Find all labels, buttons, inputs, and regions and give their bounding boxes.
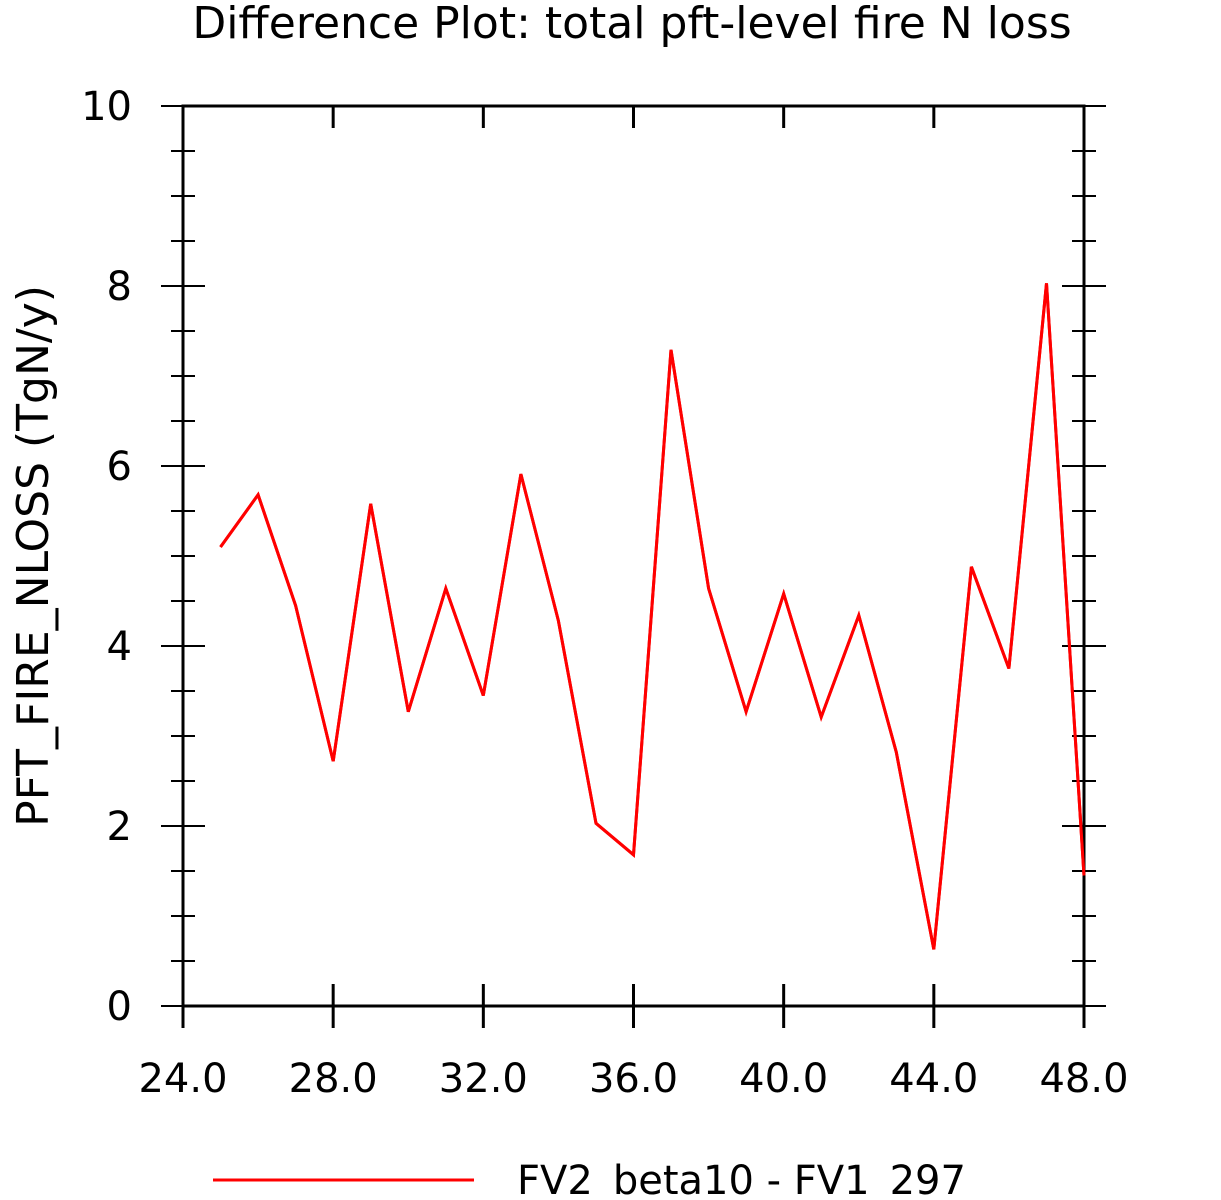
x-tick-label: 28.0 <box>289 1056 378 1102</box>
series-line-top-0 <box>219 283 1086 950</box>
y-tick-label: 6 <box>107 444 132 490</box>
x-tick-label: 44.0 <box>889 1056 978 1102</box>
plot-frame <box>181 104 1086 1008</box>
x-tick-label: 32.0 <box>439 1056 528 1102</box>
y-tick-label: 0 <box>107 984 132 1030</box>
legend-label: FV2_beta10 - FV1_297 <box>517 1158 966 1200</box>
x-tick-label: 48.0 <box>1039 1056 1128 1102</box>
y-axis-label: PFT_FIRE_NLOSS (TgN/y) <box>8 285 59 827</box>
y-tick-label: 2 <box>107 804 132 850</box>
x-tick-label: 36.0 <box>589 1056 678 1102</box>
y-tick-label: 8 <box>107 264 132 310</box>
y-tick-label: 10 <box>81 84 132 130</box>
x-tick-label: 40.0 <box>739 1056 828 1102</box>
chart-title: Difference Plot: total pft-level fire N … <box>192 0 1071 49</box>
y-tick-label: 4 <box>107 624 132 670</box>
plot-area: 24.0 28.0 32.0 36.0 40.0 44.0 48.0 0 2 4 6 8 10 <box>81 84 1128 1102</box>
legend: FV2_beta10 - FV1_297 <box>213 1158 966 1200</box>
x-tick-label: 24.0 <box>138 1056 227 1102</box>
